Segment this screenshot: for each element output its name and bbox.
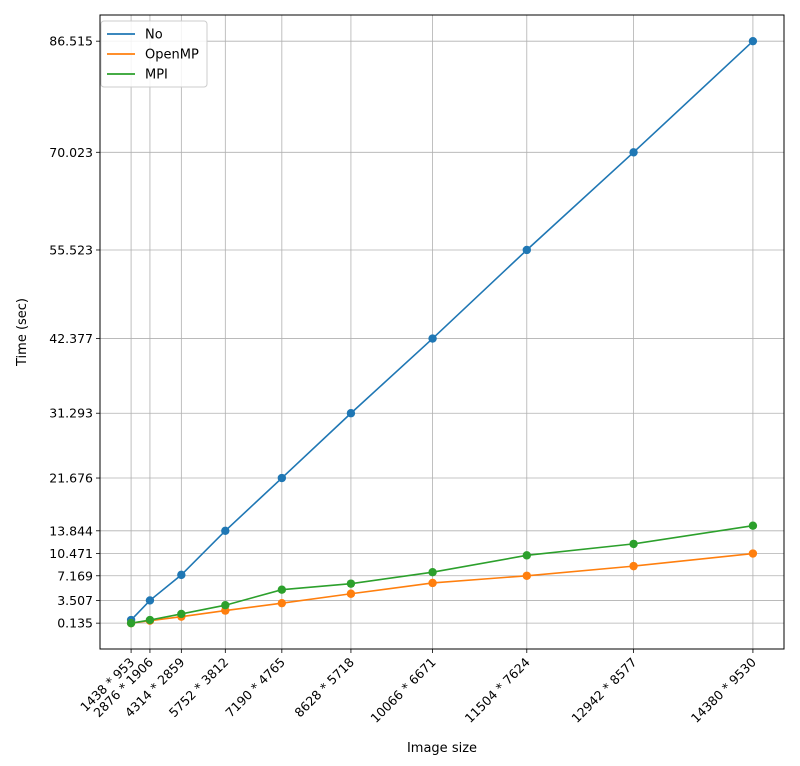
x-tick-label: 12942 * 8577 [568, 655, 639, 726]
y-tick-label: 10.471 [49, 546, 93, 561]
data-point-no [145, 596, 155, 605]
grid-lines [100, 15, 784, 649]
data-point-mpi [748, 521, 758, 530]
y-tick-label: 70.023 [49, 145, 93, 160]
data-point-openmp [277, 598, 287, 608]
x-tick-label: 8628 * 5718 [291, 654, 357, 720]
plot-frame [99, 14, 785, 650]
data-point-mpi [145, 615, 155, 625]
data-point-mpi [428, 567, 437, 577]
data-point-no [522, 245, 531, 255]
series-lines [130, 40, 754, 624]
data-point-openmp [346, 589, 356, 598]
data-point-openmp [748, 549, 758, 558]
series-line-no [130, 40, 754, 621]
legend: No OpenMP MPI [100, 20, 208, 88]
y-tick-label: 86.515 [49, 34, 93, 49]
data-point-mpi [522, 551, 531, 560]
y-tick-label: 0.135 [57, 616, 93, 631]
y-tick-label: 7.169 [57, 568, 93, 583]
data-point-no [748, 36, 758, 46]
y-tick-label: 21.676 [49, 471, 93, 486]
y-axis-title: Time (sec) [15, 298, 30, 367]
legend-label-mpi: MPI [145, 68, 168, 83]
data-point-mpi [126, 618, 136, 628]
data-point-openmp [522, 571, 531, 580]
x-tick-label: 11504 * 7624 [462, 654, 533, 725]
legend-label-no: No [145, 28, 163, 43]
series-points [126, 36, 758, 628]
x-axis-title: Image size [407, 741, 477, 756]
data-point-openmp [428, 578, 437, 588]
data-point-no [221, 526, 230, 535]
data-point-no [277, 473, 287, 483]
data-point-openmp [629, 561, 638, 571]
x-tick-label: 10066 * 6671 [367, 655, 438, 726]
data-point-mpi [221, 601, 230, 610]
data-point-no [346, 409, 356, 418]
legend-label-openmp: OpenMP [145, 48, 199, 63]
data-point-no [177, 570, 186, 580]
data-point-no [629, 148, 638, 157]
y-tick-label: 31.293 [49, 406, 93, 421]
data-point-mpi [629, 539, 638, 549]
data-point-mpi [346, 579, 356, 588]
y-tick-label: 55.523 [49, 242, 93, 257]
y-tick-label: 42.377 [49, 331, 93, 346]
x-tick-label: 14380 * 9530 [688, 654, 759, 725]
data-point-no [428, 334, 437, 343]
x-tick-label: 7190 * 4765 [222, 655, 288, 721]
data-point-mpi [277, 585, 287, 594]
y-tick-label: 3.507 [57, 593, 93, 608]
y-axis: 0.135 3.507 7.169 10.471 13.844 21.676 31.293 4… [49, 34, 100, 631]
series-line-mpi [130, 524, 754, 624]
y-tick-label: 13.844 [49, 523, 93, 538]
legend-box [100, 20, 208, 88]
data-point-mpi [177, 609, 186, 619]
series-line-openmp [130, 552, 753, 624]
